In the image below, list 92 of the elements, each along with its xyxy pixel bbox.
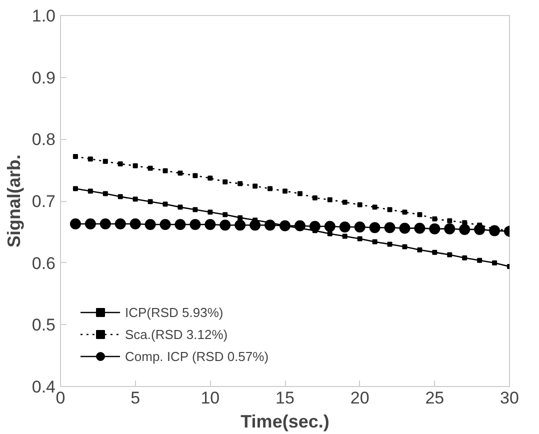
x-tick-label: 5: [130, 388, 140, 408]
point: [372, 204, 378, 210]
point: [327, 197, 332, 202]
point: [118, 194, 123, 200]
y-tick-label: 0.7: [32, 192, 56, 211]
point: [399, 222, 410, 234]
point: [477, 258, 482, 263]
point: [429, 223, 440, 234]
point: [447, 252, 452, 258]
point: [72, 154, 78, 159]
point: [357, 236, 362, 242]
point: [372, 239, 378, 244]
point: [327, 231, 332, 236]
x-axis-title: Time(sec.): [240, 412, 330, 432]
point: [234, 220, 246, 231]
point: [342, 234, 348, 239]
point: [384, 222, 396, 234]
x-tick-label: 20: [350, 388, 370, 408]
y-tick-label: 0.8: [32, 130, 56, 150]
point: [204, 219, 216, 230]
point: [192, 173, 198, 178]
y-tick-label: 0.6: [32, 254, 56, 273]
point: [70, 218, 81, 230]
point: [252, 184, 258, 189]
point: [178, 204, 183, 210]
point: [72, 186, 78, 192]
point: [208, 176, 213, 181]
point: [402, 244, 408, 250]
point: [130, 218, 141, 230]
point: [88, 156, 93, 162]
point: [459, 224, 470, 235]
point: [132, 196, 138, 202]
legend-label: Sca.(RSD 3.12%): [125, 326, 228, 342]
y-axis-title: Signal(arb.: [4, 154, 24, 248]
point: [297, 191, 302, 196]
point: [432, 250, 438, 255]
x-tick-label: 10: [200, 388, 220, 408]
point: [312, 195, 318, 200]
point: [192, 207, 198, 212]
x-tick-label: 0: [56, 388, 66, 408]
point: [268, 186, 273, 192]
point: [282, 188, 288, 194]
y-tick-label: 1.0: [32, 6, 56, 26]
point: [444, 223, 456, 234]
point: [339, 221, 350, 232]
point: [492, 260, 498, 266]
point: [178, 170, 183, 176]
legend-label: Comp. ICP (RSD 0.57%): [125, 348, 269, 364]
point: [162, 168, 168, 174]
x-tick-label: 25: [425, 388, 444, 408]
point: [100, 218, 111, 230]
y-tick-label: 0.5: [32, 316, 56, 335]
point: [417, 212, 422, 218]
x-tick-label: 15: [276, 388, 294, 408]
point: [222, 212, 228, 218]
point: [447, 218, 452, 224]
y-tick-label: 0.4: [32, 378, 56, 396]
point: [174, 219, 186, 230]
point: [354, 221, 366, 232]
point: [414, 222, 426, 234]
point: [118, 161, 123, 166]
point: [417, 247, 422, 252]
point: [102, 158, 108, 164]
point: [402, 210, 408, 215]
point: [462, 255, 468, 260]
point: [432, 216, 438, 222]
point: [387, 207, 392, 212]
point: [190, 219, 201, 230]
point: [369, 222, 380, 234]
point: [160, 219, 171, 230]
point: [357, 202, 362, 208]
point: [208, 210, 213, 215]
point: [102, 191, 108, 196]
point: [238, 181, 243, 186]
point: [238, 215, 243, 220]
point: [148, 199, 153, 204]
point: [162, 202, 168, 207]
point: [324, 220, 336, 232]
point: [144, 219, 156, 230]
point: [148, 166, 153, 171]
point: [84, 218, 96, 230]
x-tick-label: 30: [500, 388, 519, 408]
point: [342, 200, 348, 205]
y-tick-label: 0.9: [32, 68, 56, 88]
point: [114, 218, 126, 230]
point: [387, 242, 392, 247]
point: [88, 188, 93, 194]
point: [132, 163, 138, 168]
point: [462, 220, 468, 226]
legend-label: ICP(RSD 5.93%): [125, 304, 224, 320]
point: [220, 220, 231, 231]
point: [222, 179, 228, 184]
